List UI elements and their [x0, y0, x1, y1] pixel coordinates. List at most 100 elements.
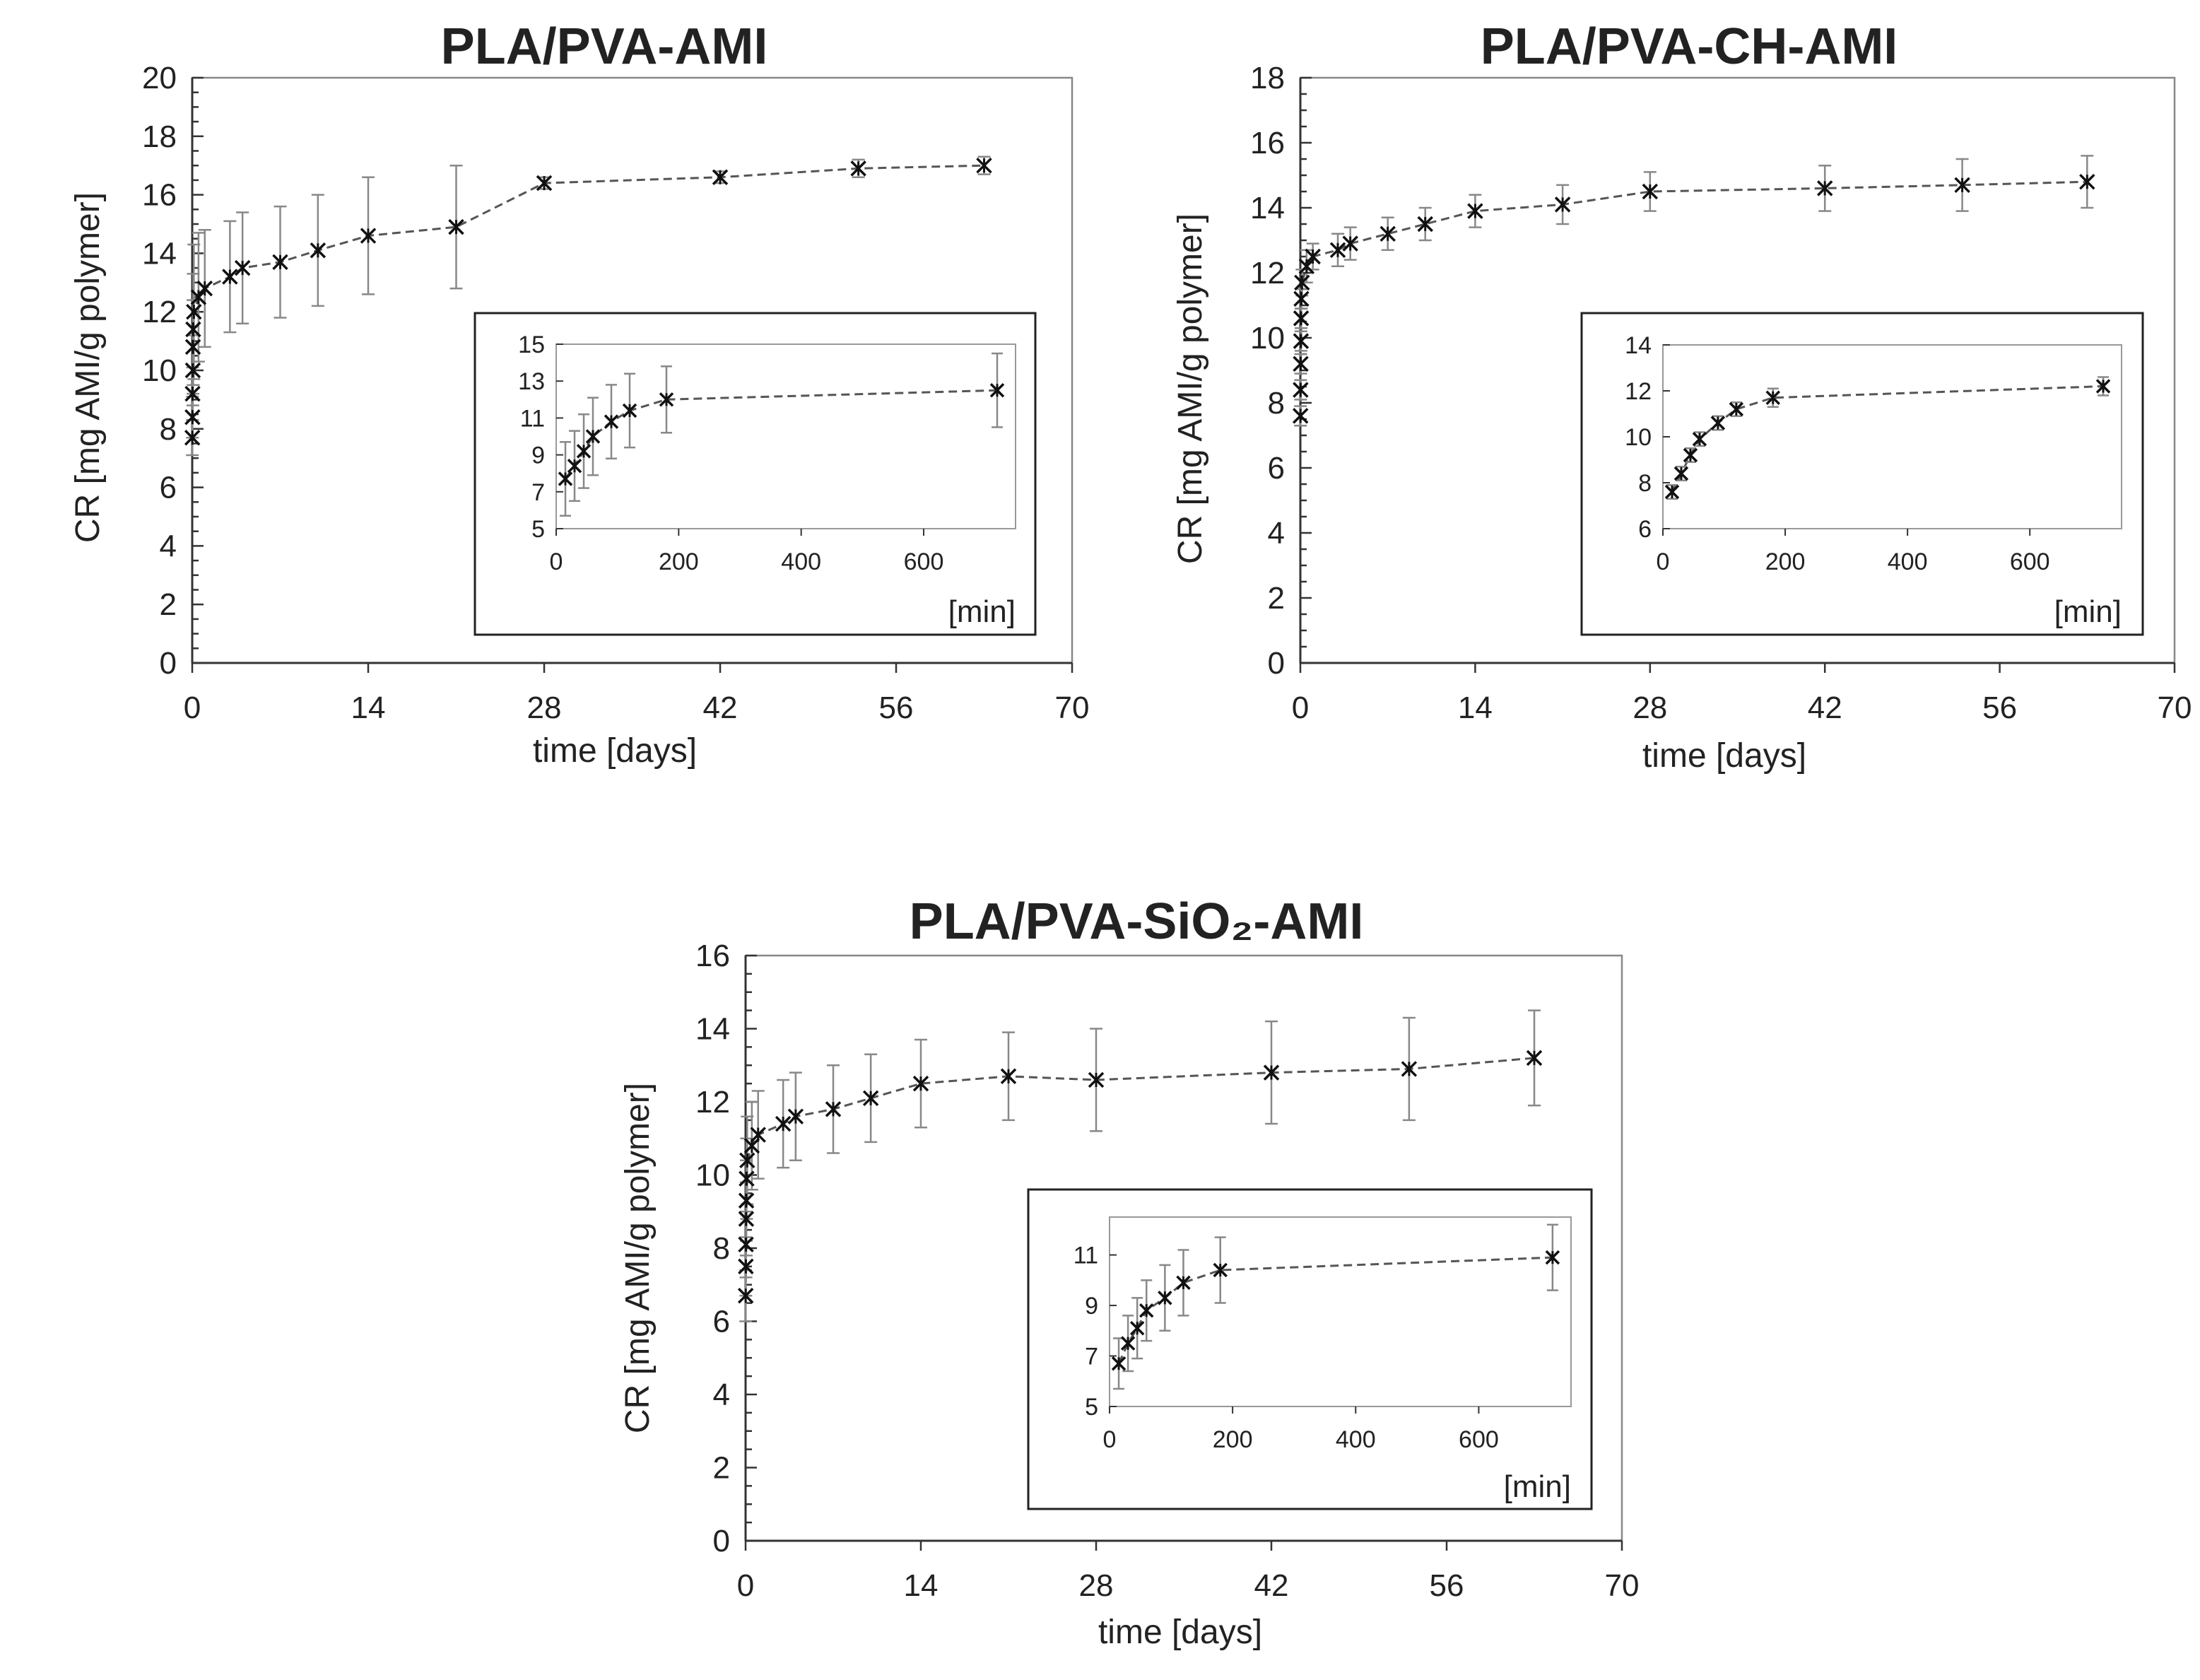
y-tick-label: 6: [1268, 451, 1285, 486]
inset-y-tick-label: 10: [1625, 424, 1652, 451]
inset-unit-label: [min]: [2054, 594, 2122, 629]
x-tick-label: 0: [184, 691, 201, 725]
inset-y-tick-label: 8: [1638, 470, 1652, 497]
chart-title: PLA/PVA-CH-AMI: [1481, 18, 1898, 75]
inset-x-tick-label: 0: [550, 548, 563, 575]
y-axis-label: CR [mg AMI/g polymer]: [1172, 213, 1209, 564]
chart-title: PLA/PVA-AMI: [441, 18, 768, 75]
inset-y-tick-label: 5: [531, 516, 545, 543]
inset-y-tick-label: 11: [520, 405, 545, 432]
inset-y-tick-label: 11: [1073, 1243, 1098, 1269]
inset-y-tick-label: 6: [1638, 516, 1652, 543]
inset-x-tick-label: 600: [1459, 1426, 1499, 1453]
main-series: [184, 155, 992, 457]
inset-y-tick-label: 5: [1085, 1394, 1098, 1421]
y-tick-label: 6: [713, 1305, 730, 1339]
x-tick-label: 14: [351, 691, 386, 725]
x-tick-label: 56: [1430, 1568, 1464, 1603]
y-tick-label: 0: [1268, 646, 1285, 681]
x-tick-label: 42: [703, 691, 738, 725]
inset-y-tick-label: 7: [531, 479, 545, 506]
x-tick-label: 0: [737, 1568, 754, 1603]
y-tick-label: 8: [1268, 386, 1285, 421]
y-tick-label: 12: [142, 295, 177, 329]
inset-line: [1117, 1256, 1553, 1364]
inset-frame: [1027, 1188, 1593, 1510]
y-tick-label: 20: [142, 61, 177, 95]
y-tick-label: 2: [713, 1451, 730, 1486]
inset-frame: [1580, 312, 2144, 636]
inset-y-tick-label: 7: [1085, 1344, 1098, 1370]
y-tick-label: 16: [1250, 126, 1285, 160]
inset-y-tick-label: 12: [1625, 378, 1652, 405]
y-tick-label: 10: [142, 353, 177, 388]
y-tick-label: 14: [142, 236, 177, 271]
y-axis-label: CR [mg AMI/g polymer]: [619, 1083, 657, 1433]
y-tick-label: 4: [160, 529, 177, 563]
inset-line: [1671, 385, 2104, 493]
y-tick-label: 4: [713, 1378, 730, 1412]
y-tick-label: 12: [1250, 256, 1285, 290]
inset-x-tick-label: 200: [1765, 548, 1806, 575]
chart-title: PLA/PVA-SiO₂-AMI: [910, 893, 1364, 950]
x-tick-label: 42: [1808, 691, 1842, 725]
x-tick-label: 42: [1254, 1568, 1289, 1603]
y-tick-label: 8: [713, 1231, 730, 1266]
x-tick-label: 28: [527, 691, 562, 725]
x-tick-label: 28: [1079, 1568, 1114, 1603]
y-tick-label: 12: [695, 1085, 730, 1120]
inset-plot-frame: [555, 343, 1016, 529]
inset-x-tick-label: 600: [2010, 548, 2050, 575]
x-tick-label: 70: [1605, 1568, 1640, 1603]
x-tick-label: 70: [1055, 691, 1090, 725]
inset-x-tick-label: 600: [904, 548, 944, 575]
y-tick-label: 6: [160, 471, 177, 505]
main-series: [737, 1009, 1543, 1322]
y-tick-label: 0: [713, 1524, 730, 1558]
inset-y-tick-label: 14: [1625, 332, 1652, 359]
y-tick-label: 8: [160, 412, 177, 447]
inset-unit-label: [min]: [948, 594, 1016, 629]
y-tick-label: 0: [160, 646, 177, 681]
inset-x-tick-label: 400: [781, 548, 821, 575]
inset-panel: 5 7 9 11 0 200 400 600[min]: [1027, 1188, 1593, 1510]
y-tick-label: 4: [1268, 516, 1285, 551]
y-tick-label: 2: [160, 587, 177, 622]
inset-y-tick-label: 15: [518, 331, 545, 358]
inset-x-tick-label: 0: [1657, 548, 1670, 575]
y-tick-label: 14: [695, 1012, 730, 1047]
y-tick-label: 16: [142, 178, 177, 213]
inset-panel: 5 7 9 11 13 15 0 200 400 600[min]: [473, 312, 1037, 636]
x-tick-label: 14: [1458, 691, 1493, 725]
inset-y-tick-label: 9: [1085, 1293, 1098, 1320]
y-tick-label: 2: [1268, 581, 1285, 616]
inset-unit-label: [min]: [1504, 1469, 1571, 1504]
inset-y-tick-label: 9: [531, 442, 545, 469]
y-axis-label: CR [mg AMI/g polymer]: [69, 192, 107, 543]
x-axis-label: time [days]: [1642, 737, 1806, 775]
inset-x-tick-label: 400: [1888, 548, 1928, 575]
x-axis-label: time [days]: [1098, 1614, 1262, 1651]
y-tick-label: 10: [695, 1158, 730, 1193]
x-tick-label: 70: [2158, 691, 2192, 725]
chart-panel-2: PLA/PVA-CH-AMI 0 2 4 6 8 10 12 14 16 18 0 14 28 42 56 70…: [1172, 18, 2192, 775]
inset-plot-frame: [1109, 1216, 1572, 1407]
x-tick-label: 56: [1982, 691, 2017, 725]
x-tick-label: 28: [1633, 691, 1667, 725]
inset-x-tick-label: 0: [1103, 1426, 1117, 1453]
inset-x-tick-label: 200: [659, 548, 699, 575]
inset-panel: 6 8 10 12 14 0 200 400 600[min]: [1580, 312, 2144, 636]
y-tick-label: 18: [142, 119, 177, 154]
y-tick-label: 16: [695, 939, 730, 973]
y-tick-label: 18: [1250, 61, 1285, 95]
x-tick-label: 14: [904, 1568, 939, 1603]
inset-x-tick-label: 200: [1213, 1426, 1253, 1453]
main-series: [1292, 155, 2095, 427]
inset-y-tick-label: 13: [518, 368, 545, 395]
x-axis-label: time [days]: [533, 732, 697, 770]
x-tick-label: 56: [879, 691, 914, 725]
y-tick-label: 10: [1250, 321, 1285, 356]
y-tick-label: 14: [1250, 191, 1285, 225]
